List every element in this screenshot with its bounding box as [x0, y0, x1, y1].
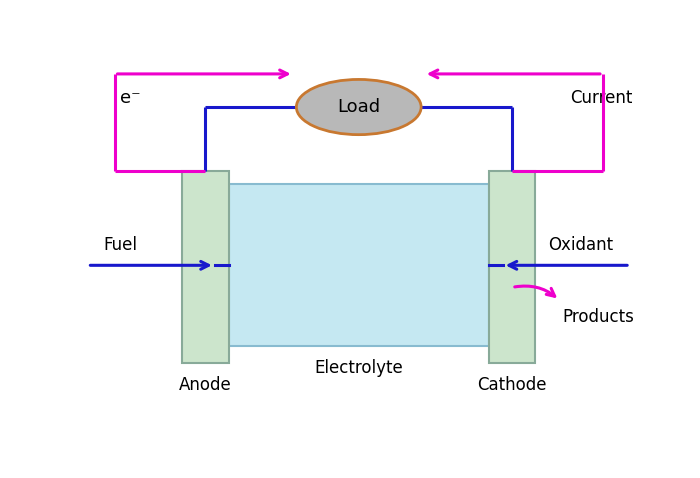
Text: Cathode: Cathode	[477, 376, 547, 394]
FancyBboxPatch shape	[183, 172, 228, 363]
Text: Products: Products	[562, 308, 634, 326]
Text: Anode: Anode	[179, 376, 232, 394]
Ellipse shape	[296, 79, 421, 135]
Text: Oxidant: Oxidant	[549, 236, 614, 254]
FancyBboxPatch shape	[228, 185, 489, 346]
Text: Current: Current	[570, 89, 633, 107]
Text: Load: Load	[337, 98, 380, 116]
Text: Electrolyte: Electrolyte	[314, 359, 403, 377]
Text: e⁻: e⁻	[120, 89, 141, 107]
Text: Fuel: Fuel	[104, 236, 138, 254]
FancyBboxPatch shape	[489, 172, 535, 363]
